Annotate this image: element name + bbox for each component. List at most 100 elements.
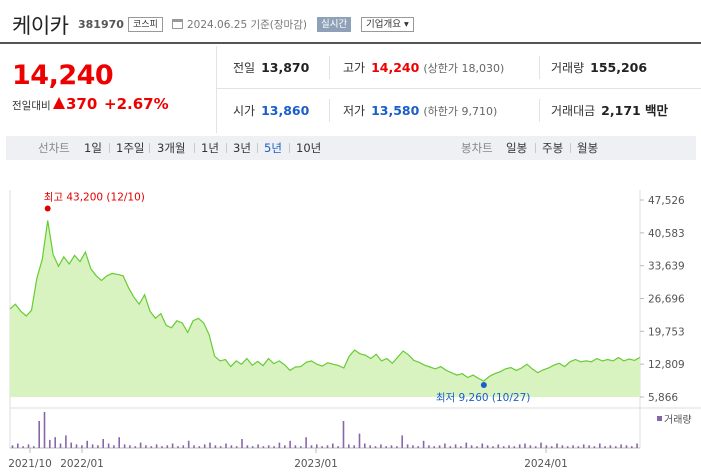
volume: 거래량 155,206 <box>551 60 648 75</box>
volume-bar <box>49 439 51 448</box>
volume-bar <box>102 439 104 448</box>
volume-bar <box>449 446 452 448</box>
volume-bar <box>305 437 307 448</box>
volume-bar <box>278 442 281 448</box>
volume-bar <box>566 446 569 448</box>
volume-bar <box>129 445 131 448</box>
volume-bar <box>337 446 339 448</box>
volume-bar <box>22 446 24 448</box>
volume-bar <box>214 445 217 448</box>
volume-bar <box>508 445 510 448</box>
volume-bar <box>353 445 355 448</box>
volume-bar <box>332 443 334 448</box>
volume-bar <box>374 446 377 448</box>
volume-bar <box>364 443 366 448</box>
x-tick-label: 2023/01 <box>294 458 338 470</box>
volume-bar <box>385 446 387 448</box>
volume-bar <box>599 443 601 448</box>
period-5y[interactable]: 5년 <box>264 141 282 155</box>
calendar-icon <box>172 19 183 29</box>
open-price: 시가 13,860 <box>233 103 310 118</box>
company-info-dropdown[interactable]: 기업개요 ▾ <box>361 17 414 32</box>
high-annotation: 최고 43,200 (12/10) <box>44 191 145 203</box>
prev-close: 전일 13,870 <box>233 60 310 75</box>
stock-name: 케이카 <box>12 14 69 38</box>
volume-bar <box>75 444 78 448</box>
volume-bar <box>145 445 147 448</box>
volume-bar <box>155 444 158 448</box>
period-10y[interactable]: 10년 <box>296 141 322 155</box>
volume-bar <box>150 446 153 448</box>
price-chart: 47,526 40,583 33,639 26,696 19,753 12,809 5,86… <box>8 190 701 470</box>
volume-bar <box>81 445 83 448</box>
volume-bar <box>118 437 120 448</box>
volume-bar <box>139 442 142 448</box>
low-annotation: 최저 9,260 (10/27) <box>436 392 531 404</box>
volume-bar <box>27 444 30 448</box>
price-change: 370 <box>66 95 98 113</box>
volume-bar <box>316 444 318 448</box>
y-tick-label: 26,696 <box>648 294 685 306</box>
volume-bar <box>518 444 521 448</box>
period-toolbar: 선차트 1일 1주일 3개월 1년 3년 5년 10년 봉차트 일봉 주봉 월봉 <box>6 136 696 160</box>
volume-bar <box>396 446 398 448</box>
volume-legend-swatch <box>657 416 662 421</box>
x-tick-label: 2022/01 <box>60 458 104 470</box>
volume-bar <box>534 446 537 448</box>
volume-bar <box>481 443 484 448</box>
volume-bar <box>59 443 62 448</box>
volume-bar <box>310 445 313 448</box>
volume-bar <box>412 445 414 448</box>
volume-bar <box>17 443 19 448</box>
volume-bar <box>177 446 179 448</box>
line-chart-label: 선차트 <box>38 141 70 155</box>
price-panel: 14,240 전일대비 370 +2.67% <box>0 46 216 133</box>
volume-bar <box>342 421 345 448</box>
volume-bar <box>433 446 435 448</box>
volume-bar <box>193 445 195 448</box>
volume-bar <box>33 446 35 448</box>
period-3y[interactable]: 3년 <box>233 141 251 155</box>
y-tick-label: 47,526 <box>648 195 685 207</box>
volume-bar <box>11 445 14 448</box>
period-3m[interactable]: 3개월 <box>157 141 186 155</box>
volume-bar <box>161 446 163 448</box>
volume-bar <box>470 445 473 448</box>
period-1y[interactable]: 1년 <box>201 141 219 155</box>
volume-bar <box>625 445 628 448</box>
volume-bar <box>561 445 564 448</box>
volume-bar <box>529 445 532 448</box>
volume-bar <box>235 446 238 448</box>
volume-bar <box>572 445 574 448</box>
volume-bar <box>246 445 249 448</box>
y-tick-label: 33,639 <box>648 261 685 273</box>
volume-bar <box>65 435 67 448</box>
stock-code: 381970 <box>78 18 124 31</box>
y-tick-label: 5,866 <box>648 392 678 404</box>
volume-bar <box>348 444 350 448</box>
candle-daily[interactable]: 일봉 <box>506 141 528 155</box>
volume-bar <box>556 443 558 448</box>
high-point-marker <box>44 205 51 212</box>
volume-bar <box>486 445 489 448</box>
volume-bar <box>203 444 206 448</box>
volume-bar <box>502 446 505 448</box>
volume-bar <box>284 445 286 448</box>
volume-bar <box>497 444 500 448</box>
volume-bar <box>273 446 275 448</box>
low-point-marker <box>480 381 487 388</box>
up-triangle-icon <box>53 97 65 109</box>
candle-chart-label: 봉차트 <box>461 141 493 155</box>
volume-bar <box>615 446 617 448</box>
period-1w[interactable]: 1주일 <box>116 141 145 155</box>
volume-bar <box>97 445 99 448</box>
candle-weekly[interactable]: 주봉 <box>542 141 564 155</box>
volume-bar <box>209 442 211 448</box>
candle-monthly[interactable]: 월봉 <box>577 141 599 155</box>
volume-bar <box>631 446 633 448</box>
realtime-button[interactable]: 실시간 <box>317 17 352 32</box>
volume-bar <box>134 446 137 448</box>
period-1d[interactable]: 1일 <box>84 141 102 155</box>
volume-bar <box>187 440 190 448</box>
volume-bar <box>294 445 297 448</box>
